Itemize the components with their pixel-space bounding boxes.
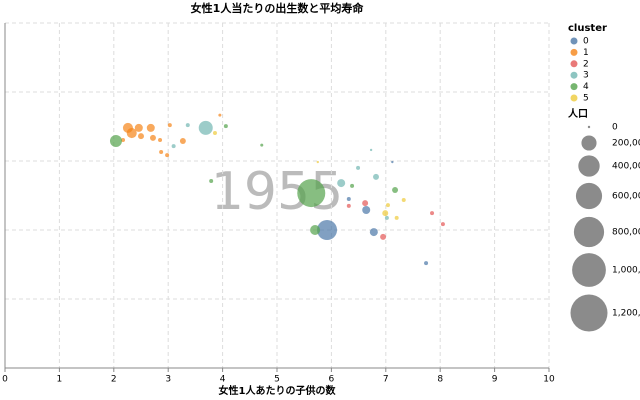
bubble [297,179,326,208]
bubble [223,124,228,129]
bubble [146,123,155,132]
x-tick-label: 4 [220,375,226,385]
size-legend-label: 800,000,000 [612,228,640,238]
chart-title: 女性1人当たりの出生数と平均寿命 [191,1,365,15]
size-legend-label: 1,200,000,000 [612,309,640,319]
bubble [392,187,399,193]
bubble [165,153,170,158]
legend-label: 4 [583,82,589,92]
size-legend-circle [581,135,597,151]
x-tick-label: 6 [329,375,335,385]
bubble [385,203,390,208]
legend-title: cluster [568,23,607,34]
legend-label: 3 [583,71,589,81]
bubble [198,120,213,135]
size-legend-label: 1,000,000,000 [612,266,640,276]
size-legend-title: 人口 [568,107,588,120]
legend-swatch [570,60,578,68]
size-legend-label: 200,000,000 [612,139,640,149]
bubble [337,179,346,188]
x-tick-label: 10 [543,375,555,385]
bubble [430,211,435,216]
size-legend-circle [573,216,605,248]
bubble [149,134,156,141]
bubble [380,233,387,240]
bubble [362,205,371,214]
bubble [159,150,164,155]
size-legend-circle [570,294,608,332]
legend-label: 0 [583,37,589,47]
x-tick-label: 9 [492,375,498,385]
bubble [260,143,264,147]
bubble [369,228,378,237]
bubble [179,138,186,144]
bubble [350,183,355,188]
bubble [391,160,394,164]
bubble [384,215,389,220]
x-axis-label: 女性1人あたりの子供の数 [219,384,337,397]
size-legend-label: 600,000,000 [612,192,640,202]
bubble [209,179,214,184]
bubble [158,137,163,142]
bubble [394,215,399,220]
bubble [138,133,144,140]
legend-swatch [570,71,578,79]
size-legend-label: 400,000,000 [612,162,640,172]
bubble [316,160,319,164]
x-tick-label: 2 [111,375,117,385]
bubble [356,165,361,170]
legend-swatch [570,37,578,45]
legend-label: 1 [583,48,589,58]
bubble [126,128,137,139]
bubble [185,123,190,128]
size-legend-label: 0 [612,123,618,133]
size-legend-circle [587,125,591,129]
x-tick-label: 0 [2,375,8,385]
legend-swatch [570,48,578,56]
bubble [369,148,373,152]
x-tick-label: 5 [274,375,280,385]
bubble [401,197,406,202]
bubble [167,123,172,128]
bubble [373,173,379,180]
bubble [310,224,321,236]
legend-label: 5 [583,94,589,104]
size-legend-circle [578,155,600,177]
x-tick-label: 8 [437,375,443,385]
bubble [440,222,445,227]
x-tick-label: 7 [383,375,389,385]
legend-swatch [570,94,578,102]
bubble [134,123,143,132]
bubble [212,131,217,136]
bubble [382,210,389,217]
x-tick-label: 3 [165,375,171,385]
bubble [424,261,429,266]
legend-label: 2 [583,59,589,69]
legend-swatch [570,83,578,91]
x-tick-label: 1 [57,375,63,385]
bubble [218,113,222,117]
bubble [317,220,338,240]
bubble [346,203,351,208]
bubble [362,200,369,207]
bubble [171,144,176,149]
bubble [109,134,122,147]
size-legend-circle [572,253,606,287]
size-legend-circle [575,182,603,210]
bubble [121,137,126,142]
bubble [346,196,351,201]
